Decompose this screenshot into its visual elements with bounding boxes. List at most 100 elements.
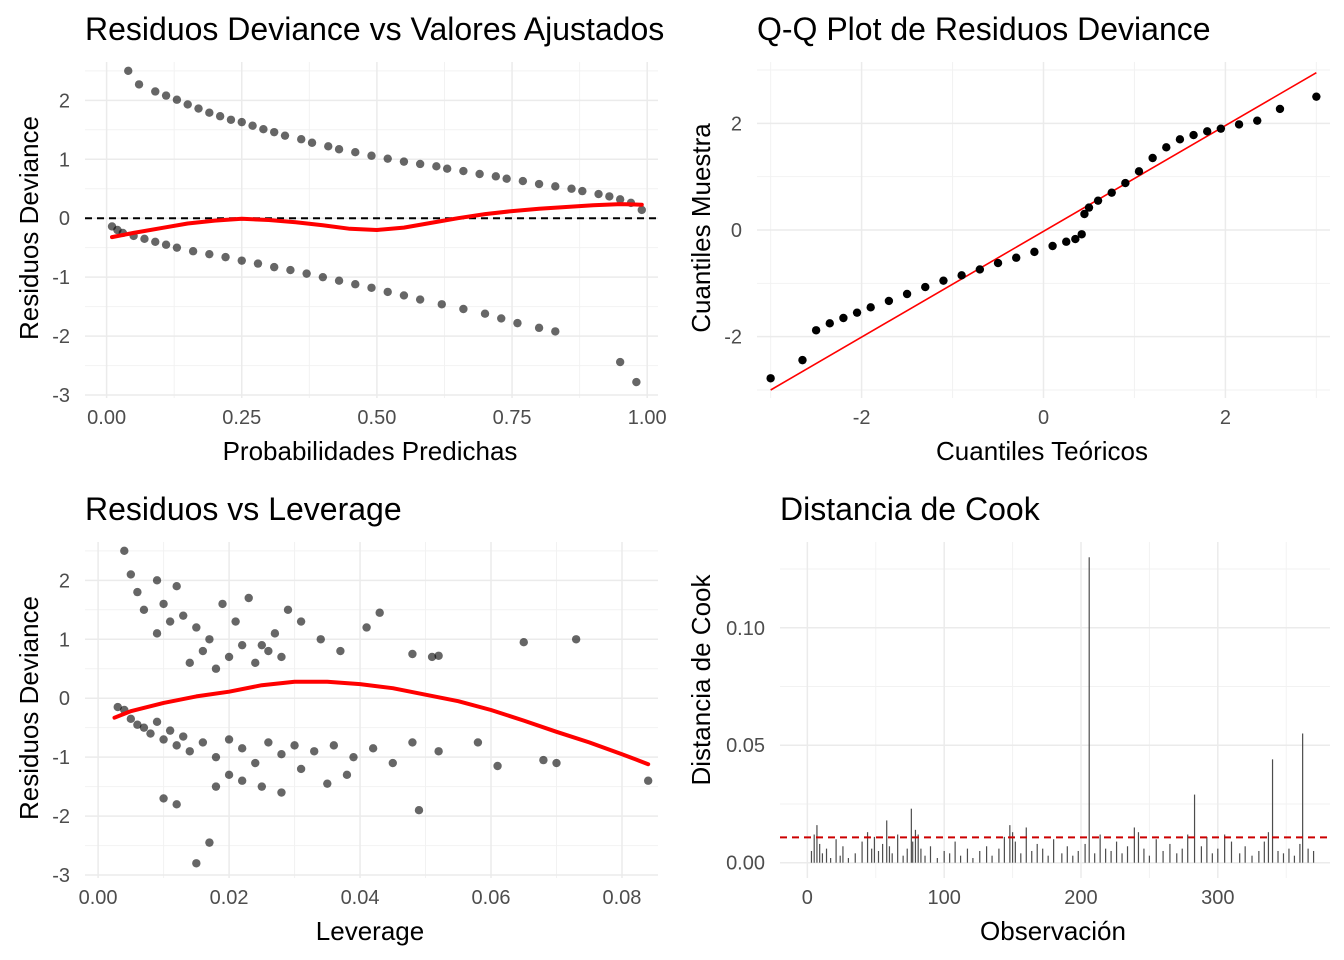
data-point: [1080, 209, 1089, 219]
cook-bar: [1312, 850, 1315, 863]
data-point: [165, 726, 175, 735]
data-point: [351, 147, 360, 157]
cook-bar: [1148, 855, 1151, 863]
data-point: [140, 234, 149, 244]
cook-bar: [954, 841, 956, 863]
cook-bar: [985, 846, 988, 863]
data-point: [133, 587, 142, 597]
x-axis-label: Leverage: [316, 916, 424, 946]
cook-bar: [842, 846, 844, 863]
cook-bar: [1217, 848, 1219, 863]
data-point: [1093, 196, 1103, 205]
cook-bar: [847, 858, 850, 863]
data-point: [296, 617, 306, 626]
y-tick-label: 2: [59, 90, 70, 112]
cook-bar: [1251, 855, 1253, 863]
data-point: [491, 172, 501, 181]
data-point: [185, 658, 194, 668]
data-point: [334, 276, 344, 285]
data-point: [975, 265, 985, 274]
data-point: [567, 184, 576, 193]
data-point: [811, 326, 821, 335]
cook-bar: [854, 853, 856, 863]
data-point: [179, 732, 188, 741]
data-point: [205, 838, 214, 847]
data-point: [172, 582, 181, 591]
data-point: [297, 135, 306, 144]
cook-bar: [813, 834, 815, 863]
data-point: [257, 782, 267, 791]
cook-bar: [1239, 853, 1241, 863]
data-point: [159, 794, 168, 803]
cook-bar: [1193, 794, 1196, 863]
data-point: [310, 747, 319, 756]
data-point: [152, 576, 162, 585]
data-point: [605, 192, 614, 201]
data-point: [342, 770, 352, 780]
data-point: [1148, 153, 1157, 163]
data-point: [139, 723, 149, 732]
cook-bar: [943, 850, 945, 863]
data-point: [277, 652, 286, 662]
cook-bar: [1263, 841, 1265, 863]
cook-bar: [1137, 832, 1140, 863]
data-point: [161, 91, 171, 100]
data-point: [1048, 241, 1057, 251]
data-point: [251, 758, 260, 768]
data-point: [134, 80, 144, 89]
x-axis-label: Probabilidades Predichas: [223, 436, 518, 466]
x-tick-label: 200: [1064, 887, 1097, 909]
data-point: [161, 240, 171, 249]
y-axis-label: Residuos Deviance: [14, 116, 44, 340]
cook-bar: [886, 820, 888, 863]
cook-bar: [910, 808, 912, 863]
x-tick-label: 0.25: [222, 407, 261, 429]
data-point: [172, 800, 181, 809]
data-point: [534, 323, 544, 333]
data-point: [375, 608, 384, 617]
data-point: [179, 611, 188, 620]
data-point: [264, 646, 273, 656]
y-tick-label: 1: [59, 629, 70, 651]
data-point: [437, 300, 446, 309]
data-point: [534, 179, 544, 189]
data-point: [224, 770, 234, 780]
data-point: [349, 752, 358, 762]
data-point: [1071, 234, 1080, 244]
chart-title: Residuos vs Leverage: [85, 491, 402, 527]
data-point: [237, 117, 246, 127]
cook-bar: [897, 834, 899, 863]
data-point: [434, 651, 443, 660]
data-point: [839, 313, 848, 323]
data-point: [1234, 120, 1244, 129]
data-point: [221, 252, 230, 262]
data-point: [205, 635, 214, 644]
data-point: [415, 295, 425, 304]
data-point: [185, 747, 194, 756]
data-point: [334, 145, 344, 154]
data-point: [1077, 230, 1086, 239]
data-point: [1162, 143, 1171, 152]
cook-bar: [1206, 836, 1208, 863]
y-tick-label: -1: [52, 267, 70, 289]
cook-bar: [830, 858, 832, 863]
cook-bar: [1267, 832, 1270, 863]
data-point: [231, 617, 240, 626]
data-point: [939, 276, 948, 285]
data-point: [194, 104, 203, 113]
y-tick-label: -3: [52, 385, 70, 407]
cook-bar: [1099, 834, 1101, 863]
data-point: [277, 788, 286, 797]
cook-bar: [1176, 853, 1178, 863]
cook-bar: [972, 858, 974, 863]
data-point: [283, 605, 293, 614]
data-point: [632, 377, 641, 387]
data-point: [551, 327, 560, 336]
data-point: [269, 262, 279, 272]
cook-bar: [949, 853, 951, 863]
data-point: [993, 258, 1003, 268]
data-point: [302, 269, 311, 278]
cook-bar: [1230, 841, 1233, 863]
y-axis-label: Distancia de Cook: [686, 574, 716, 786]
